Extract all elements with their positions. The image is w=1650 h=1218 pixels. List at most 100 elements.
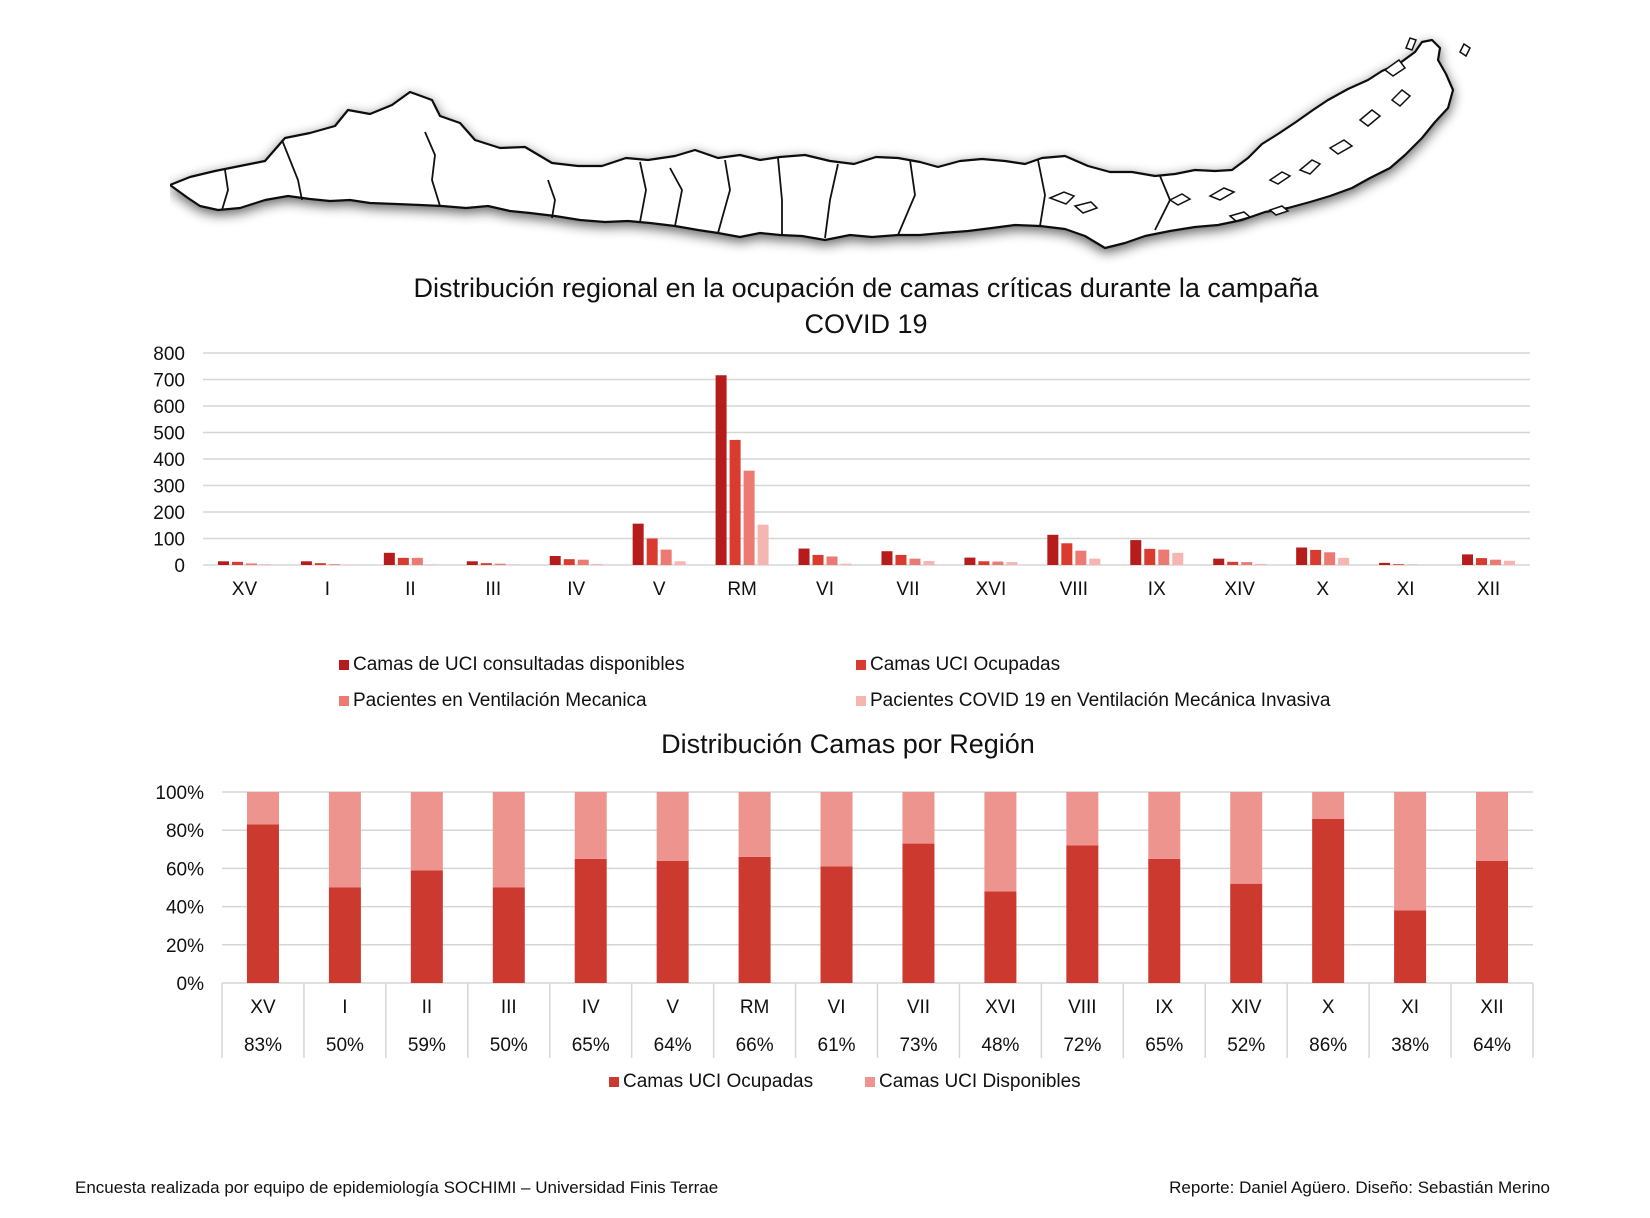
bar-VII-series-1 — [881, 551, 893, 565]
bar-VIII-series-1 — [1047, 534, 1059, 565]
beds-by-region-stacked-chart: Distribución Camas por Región 0% 20% 40% 60… — [155, 729, 1534, 1092]
y-tick-label: 400 — [153, 450, 185, 471]
bar-V-series-4 — [674, 561, 686, 565]
bar-VIII-series-2 — [1061, 543, 1073, 565]
legend-label-ventilacion: Pacientes en Ventilación Mecanica — [353, 690, 647, 711]
stacked-bar-XII-series-1 — [1476, 860, 1509, 983]
data-table-value: 48% — [981, 1035, 1019, 1056]
bar-I-series-3 — [328, 564, 340, 565]
bar-VII-series-2 — [895, 554, 907, 565]
y-tick-label: 200 — [153, 503, 185, 524]
data-table-value: 52% — [1227, 1035, 1265, 1056]
legend-swatch-uci-disponibles — [865, 1077, 875, 1087]
legend-label-covid-vmi: Pacientes COVID 19 en Ventilación Mecáni… — [870, 690, 1331, 711]
bar-X-series-3 — [1324, 552, 1336, 565]
stacked-bar-XVI-series-2 — [984, 792, 1017, 892]
stacked-bar-VII-series-2 — [902, 792, 935, 844]
stacked-bar-XV-series-2 — [246, 792, 279, 825]
bar-I-series-1 — [300, 561, 312, 565]
bar-IX-series-2 — [1144, 548, 1156, 565]
footer-credits: Reporte: Daniel Agüero. Diseño: Sebastiá… — [1169, 1178, 1550, 1197]
x-tick-label: IX — [1148, 579, 1166, 600]
y-tick-label: 500 — [153, 424, 185, 445]
bar-XVI-series-4 — [1006, 562, 1018, 565]
data-table-value: 65% — [1145, 1035, 1183, 1056]
stacked-bar-XI-series-2 — [1394, 792, 1427, 911]
data-table-value: 50% — [326, 1035, 364, 1056]
bar-RM-series-4 — [757, 524, 769, 565]
bar-IX-series-4 — [1172, 552, 1184, 565]
x-tick-label: X — [1316, 579, 1329, 600]
stacked-bar-III-series-2 — [492, 792, 525, 888]
x-tick-label: XV — [232, 579, 258, 600]
stacked-bar-RM-series-1 — [738, 856, 771, 983]
data-table-value: 64% — [654, 1035, 692, 1056]
stacked-bar-I-series-1 — [328, 887, 361, 983]
x-tick-label: VII — [896, 579, 919, 600]
x-category-label: VII — [907, 997, 930, 1018]
bar-XII-series-2 — [1476, 558, 1488, 565]
x-tick-label: XIV — [1224, 579, 1255, 600]
stacked-bar-IV-series-1 — [574, 858, 607, 983]
bar-XV-series-4 — [259, 564, 271, 565]
data-table-value: 73% — [899, 1035, 937, 1056]
bar-XII-series-4 — [1504, 560, 1516, 565]
bar-XV-series-3 — [245, 563, 257, 565]
stacked-bar-VI-series-2 — [820, 792, 853, 867]
footer-source: Encuesta realizada por equipo de epidemi… — [75, 1178, 719, 1197]
bar-VI-series-2 — [812, 554, 824, 565]
bar-XVI-series-3 — [992, 561, 1004, 565]
chart2-legend: Camas UCI Ocupadas Camas UCI Disponibles — [609, 1071, 1081, 1092]
bar-VI-series-3 — [826, 556, 838, 565]
stacked-bar-XII-series-2 — [1476, 792, 1509, 861]
bar-IV-series-4 — [591, 563, 603, 565]
stacked-bar-XIV-series-2 — [1230, 792, 1263, 884]
stacked-bar-VII-series-1 — [902, 843, 935, 983]
data-table-value: 50% — [490, 1035, 528, 1056]
x-tick-label: III — [485, 579, 501, 600]
bar-I-series-2 — [314, 563, 326, 565]
bar-XVI-series-2 — [978, 561, 990, 565]
x-tick-label: RM — [727, 579, 757, 600]
legend-swatch-covid-vmi — [856, 696, 866, 706]
legend-label-uci-disponibles: Camas UCI Disponibles — [879, 1071, 1081, 1092]
bar-II-series-3 — [411, 557, 423, 565]
stacked-bar-II-series-2 — [410, 792, 443, 871]
bar-XIV-series-2 — [1227, 561, 1239, 565]
stacked-bar-XI-series-1 — [1394, 910, 1427, 983]
stacked-bar-IV-series-2 — [574, 792, 607, 859]
bar-III-series-2 — [480, 563, 492, 565]
stacked-bar-X-series-1 — [1312, 818, 1345, 983]
x-tick-label: IV — [567, 579, 585, 600]
stacked-bar-III-series-1 — [492, 887, 525, 983]
stacked-bar-VI-series-1 — [820, 866, 853, 983]
y-tick-label: 100% — [155, 783, 204, 804]
stacked-bar-XV-series-1 — [246, 824, 279, 983]
y-tick-label: 300 — [153, 477, 185, 498]
bar-XII-series-1 — [1462, 554, 1474, 565]
y-tick-label: 40% — [166, 898, 204, 919]
legend-swatch-uci-ocupadas — [609, 1077, 619, 1087]
bar-XIV-series-4 — [1255, 563, 1267, 565]
data-table-value: 66% — [736, 1035, 774, 1056]
x-category-label: IV — [582, 997, 600, 1018]
data-table-value: 38% — [1391, 1035, 1429, 1056]
bar-VII-series-4 — [923, 561, 935, 565]
bar-X-series-2 — [1310, 549, 1322, 565]
x-tick-label: XVI — [976, 579, 1007, 600]
x-category-label: XII — [1480, 997, 1503, 1018]
data-table-value: 65% — [572, 1035, 610, 1056]
x-category-label: IX — [1155, 997, 1173, 1018]
stacked-bar-X-series-2 — [1312, 792, 1345, 819]
bar-II-series-4 — [425, 564, 437, 565]
y-tick-label: 0% — [177, 974, 205, 995]
bar-VIII-series-3 — [1075, 550, 1087, 565]
x-tick-label: VI — [816, 579, 834, 600]
y-tick-label: 800 — [153, 344, 185, 365]
x-category-label: I — [342, 997, 347, 1018]
bar-IX-series-1 — [1130, 540, 1142, 565]
legend-swatch-camas-ocupadas — [856, 660, 866, 670]
chart1-legend: Camas de UCI consultadas disponibles Cam… — [339, 654, 1331, 711]
bar-IX-series-3 — [1158, 549, 1170, 565]
bar-IV-series-1 — [549, 555, 561, 565]
